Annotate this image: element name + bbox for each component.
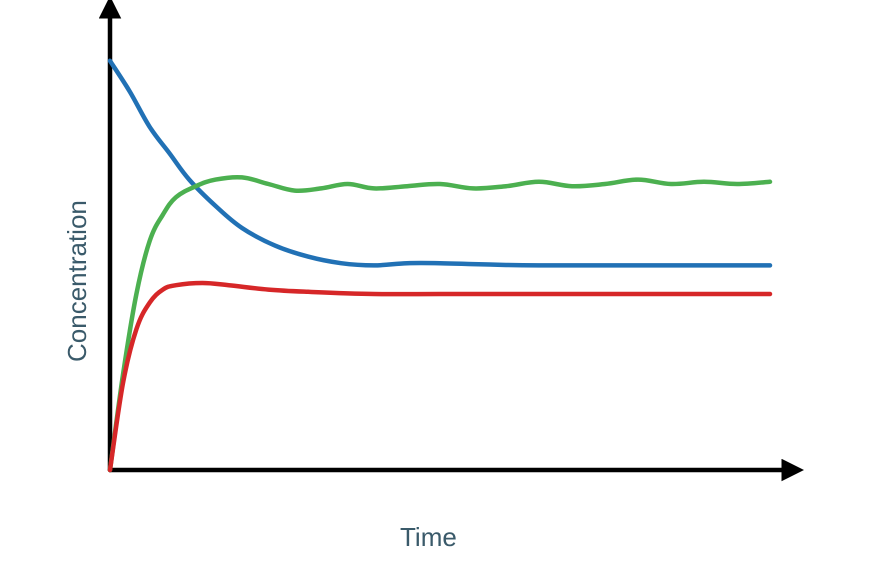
chart-svg xyxy=(0,0,891,563)
series-green xyxy=(110,177,770,470)
series-red xyxy=(110,283,770,470)
y-axis-label: Concentration xyxy=(62,200,93,362)
x-axis-label: Time xyxy=(400,522,457,553)
series-blue xyxy=(110,61,770,266)
concentration-time-chart: Concentration Time xyxy=(0,0,891,563)
